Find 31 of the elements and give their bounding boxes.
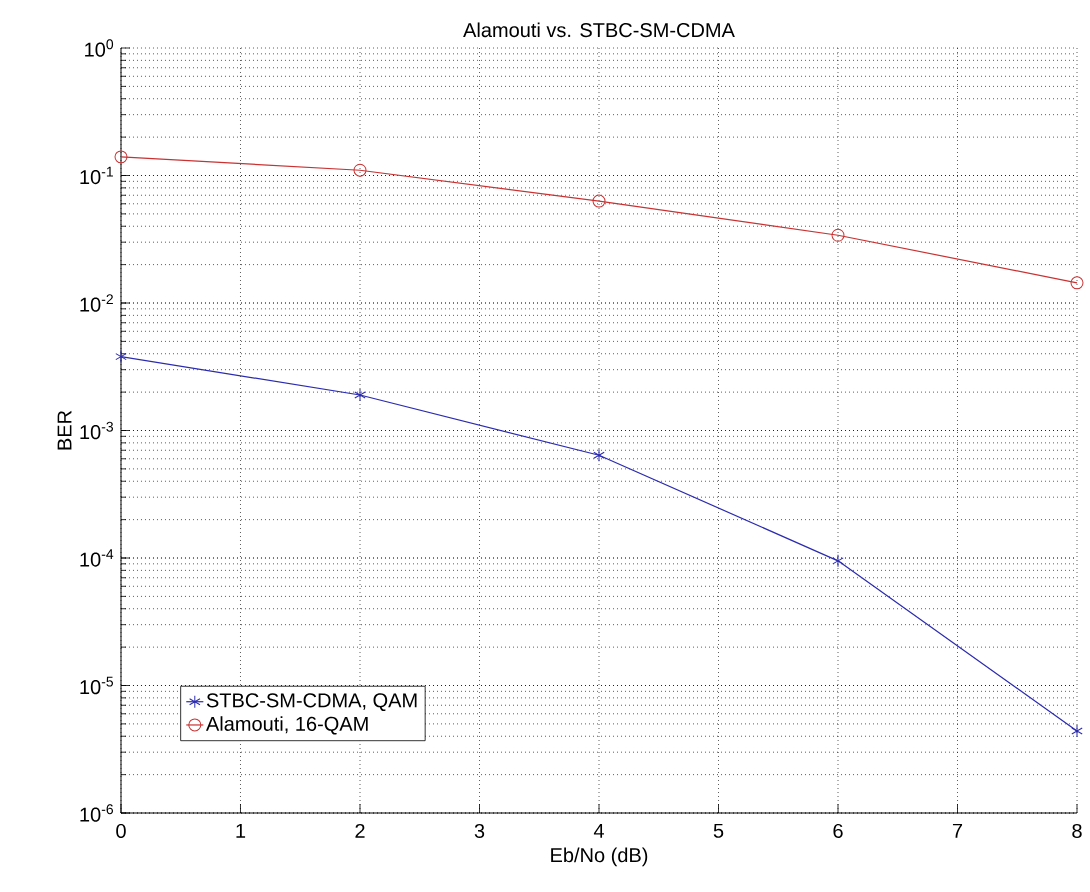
point bbox=[592, 194, 606, 208]
x-tick-label: 8 bbox=[1072, 823, 1082, 839]
y-axis-title: BER bbox=[57, 410, 72, 450]
x-tick-label: 0 bbox=[116, 823, 126, 839]
chart-title: Alamouti vs. STBC-SM-CDMA bbox=[463, 22, 735, 38]
point bbox=[115, 350, 127, 364]
x-tick-label: 2 bbox=[355, 823, 365, 838]
point bbox=[831, 228, 845, 242]
point bbox=[114, 150, 128, 164]
x-axis-title: Eb/No (dB) bbox=[551, 847, 648, 867]
x-tick-label: 5 bbox=[713, 823, 724, 838]
point bbox=[593, 448, 605, 462]
x-tick-label: 7 bbox=[952, 823, 963, 838]
legend-label: STBC-SM-CDMA, QAM bbox=[206, 693, 417, 711]
point bbox=[832, 554, 844, 568]
x-tick-label: 3 bbox=[474, 823, 485, 839]
x-tick-label: 4 bbox=[593, 823, 604, 838]
point bbox=[1071, 724, 1083, 738]
point bbox=[353, 163, 367, 177]
y-tick-label: 10$^{-5}$ bbox=[80, 676, 114, 695]
x-tick-label: 6 bbox=[833, 823, 843, 839]
y-tick-label: 10$^{-6}$ bbox=[80, 804, 114, 822]
y-tick-label: 10$^{-4}$ bbox=[80, 549, 114, 567]
y-tick-label: 10$^{-3}$ bbox=[80, 421, 114, 440]
x-tick-label: 1 bbox=[236, 823, 246, 838]
legend-label: Alamouti, 16-QAM bbox=[205, 716, 368, 735]
point bbox=[1070, 276, 1084, 290]
y-tick-label: 10$^{0}$ bbox=[85, 39, 114, 57]
point bbox=[354, 388, 366, 402]
y-tick-label: 10$^{-2}$ bbox=[80, 294, 113, 312]
y-tick-label: 10$^{-1}$ bbox=[80, 166, 113, 185]
